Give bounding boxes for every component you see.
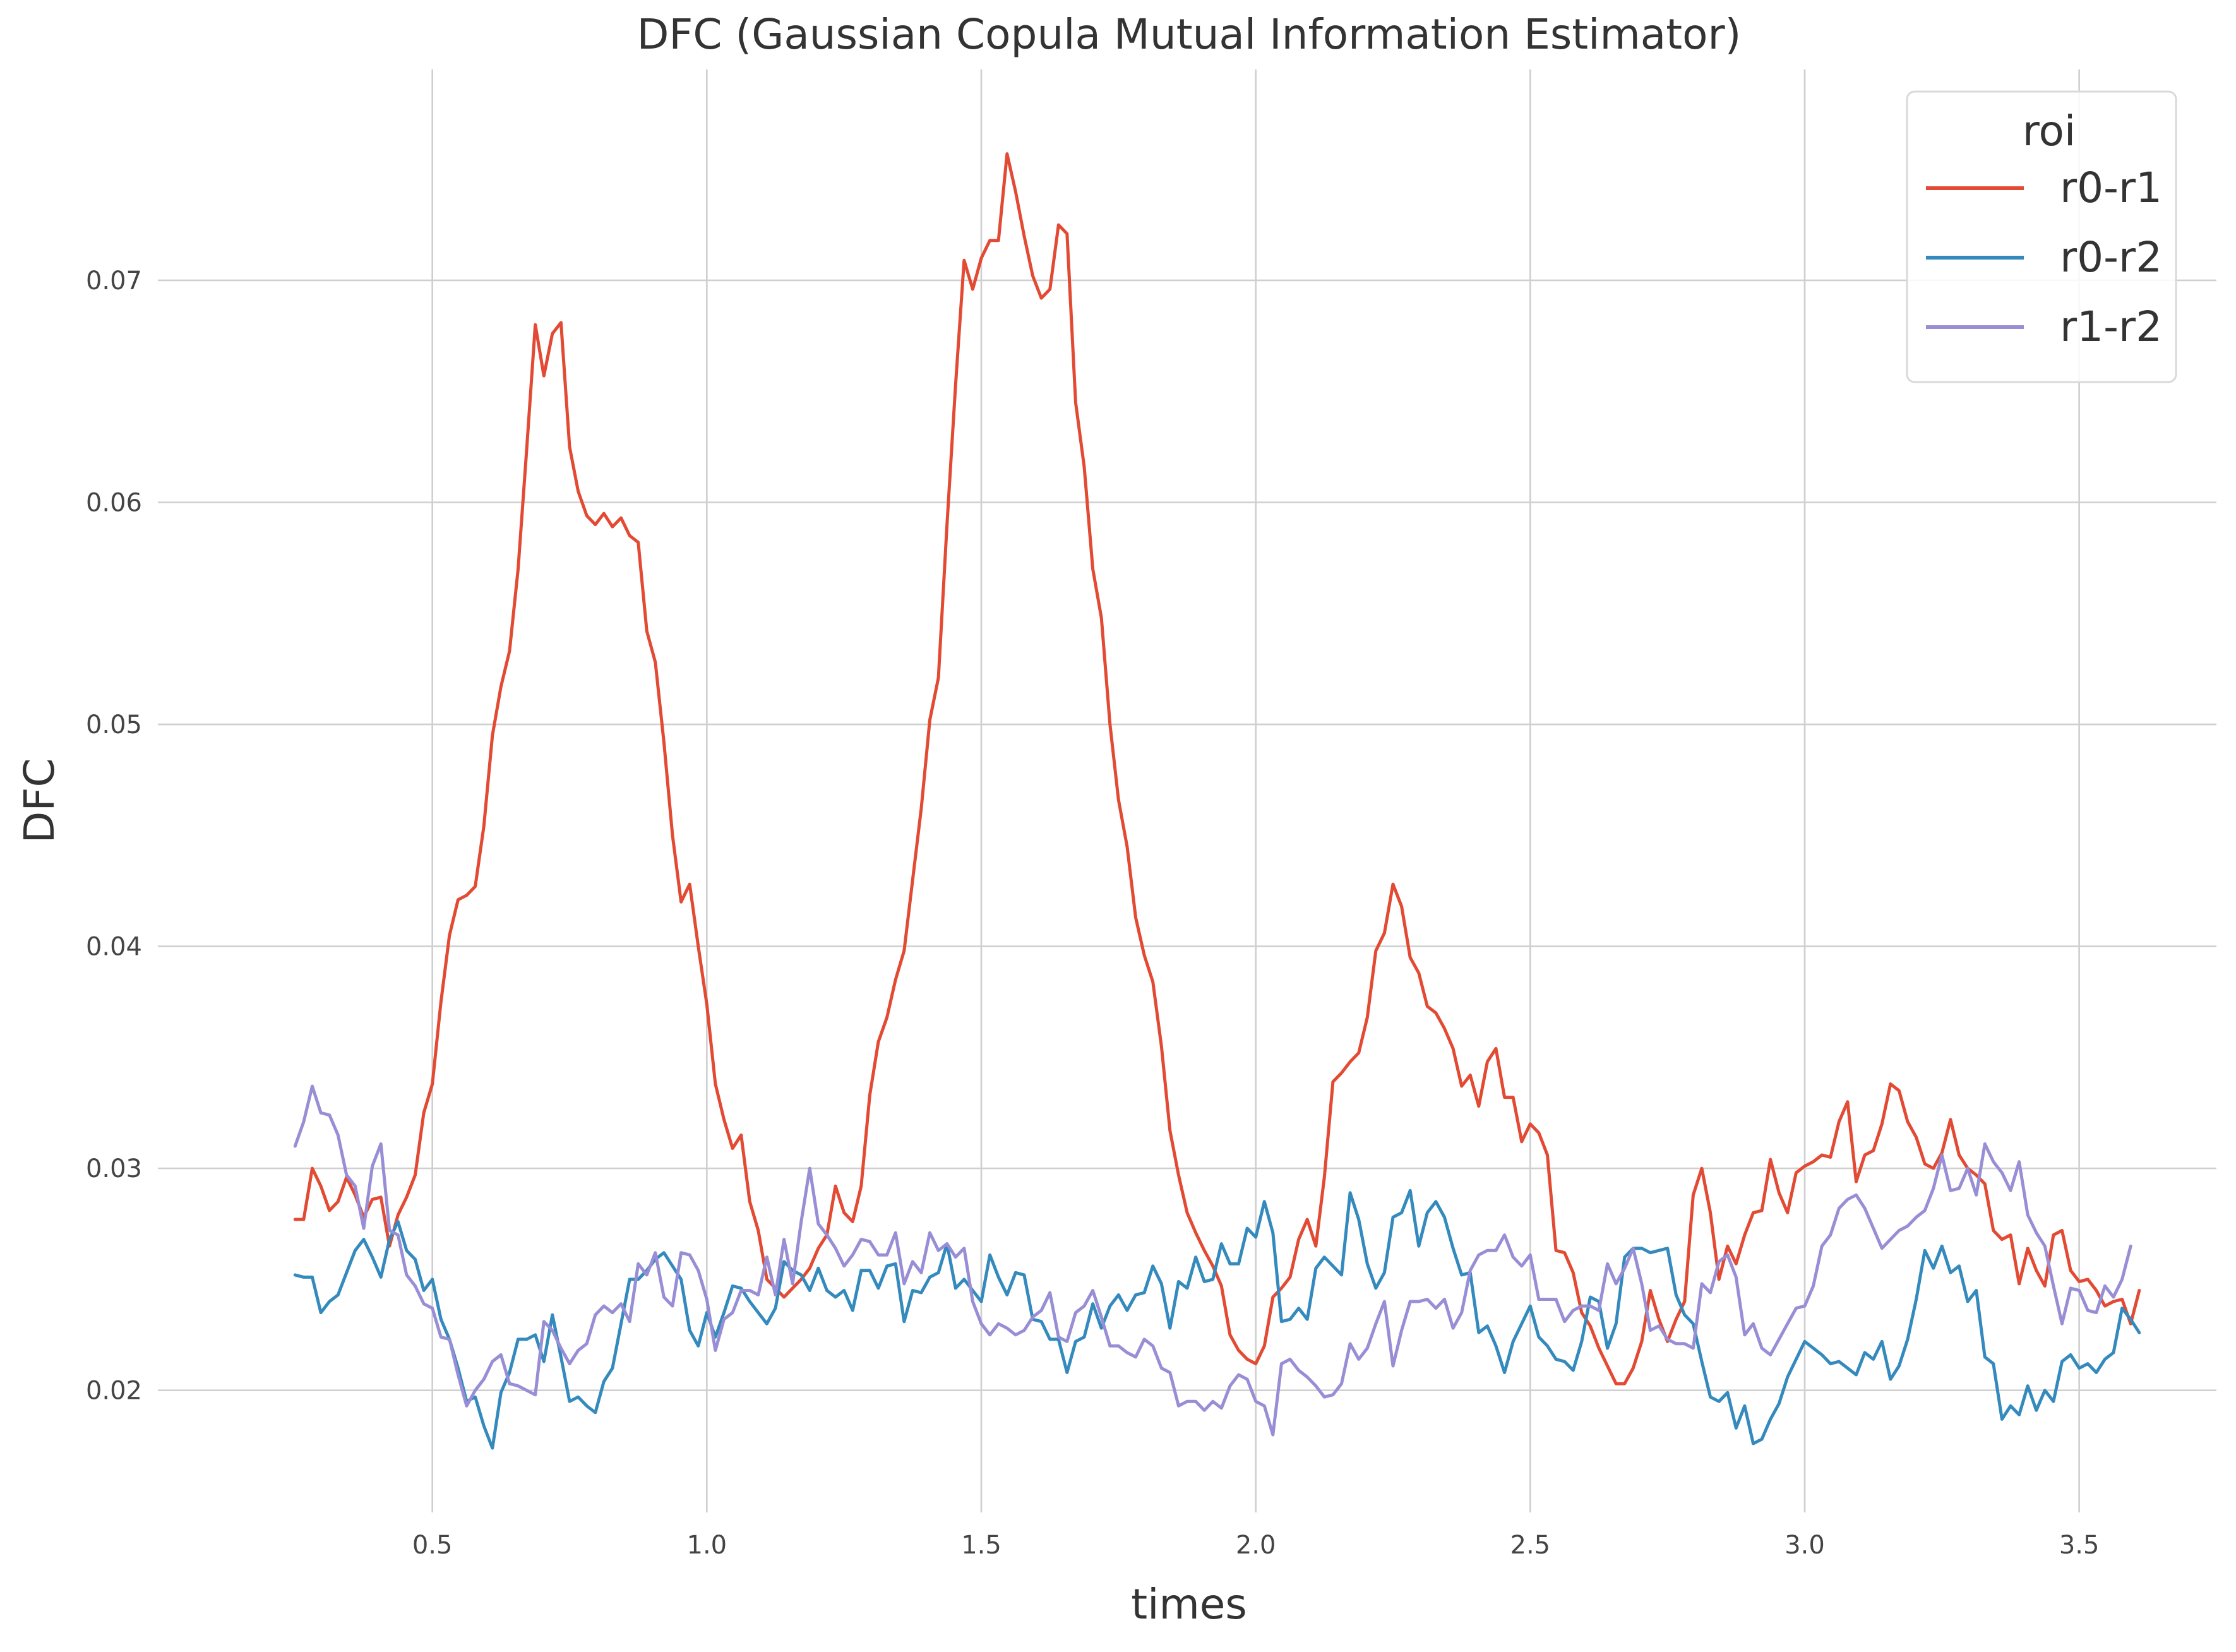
- tick-labels: 0.5 1.0 1.5 2.0 2.5 3.0 3.5 0.02 0.03 0.04 0.05 0.0…: [86, 266, 2100, 1560]
- x-tick-label: 1.5: [961, 1531, 1001, 1560]
- series-line-r1-r2: [293, 1084, 2132, 1437]
- series-line-r0-r1: [293, 152, 2141, 1386]
- legend-frame: [1906, 90, 2177, 383]
- x-axis-label: times: [1131, 1580, 1247, 1629]
- grid: [158, 69, 2216, 1512]
- legend-label: r0-r2: [2060, 233, 2162, 282]
- legend-label: r0-r1: [2060, 164, 2162, 212]
- x-tick-label: 1.0: [687, 1531, 727, 1560]
- legend: roi r0-r1 r0-r2 r1-r2: [1906, 90, 2177, 383]
- y-tick-label: 0.06: [86, 489, 142, 518]
- series-line-r0-r2: [293, 1188, 2141, 1450]
- y-tick-label: 0.07: [86, 266, 142, 296]
- y-tick-label: 0.04: [86, 933, 142, 962]
- x-tick-label: 0.5: [412, 1531, 453, 1560]
- legend-label: r1-r2: [2060, 302, 2162, 351]
- y-tick-label: 0.02: [86, 1377, 142, 1406]
- legend-title: roi: [2023, 107, 2076, 155]
- x-tick-label: 2.5: [1510, 1531, 1551, 1560]
- y-tick-label: 0.03: [86, 1154, 142, 1183]
- x-tick-label: 3.5: [2059, 1531, 2100, 1560]
- y-axis-label: DFC: [15, 758, 64, 844]
- series-lines: [293, 152, 2141, 1450]
- y-tick-label: 0.05: [86, 710, 142, 739]
- chart-title: DFC (Gaussian Copula Mutual Information …: [637, 10, 1742, 59]
- x-tick-label: 3.0: [1785, 1531, 1825, 1560]
- x-tick-label: 2.0: [1236, 1531, 1276, 1560]
- legend-entries: r0-r1 r0-r2 r1-r2: [1926, 164, 2162, 351]
